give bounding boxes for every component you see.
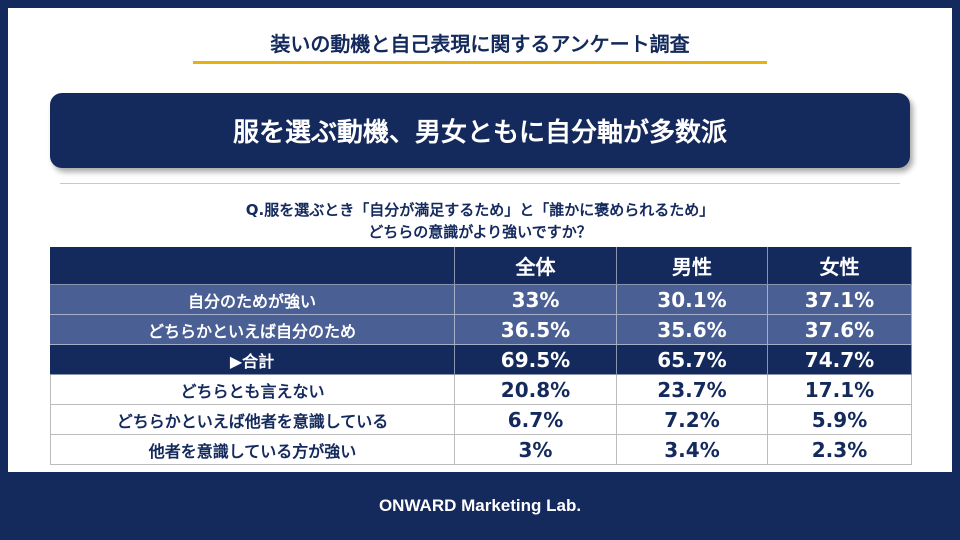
table-cell: 65.7%: [617, 345, 768, 375]
row-label: ▶合計: [50, 345, 455, 375]
table-cell: 3.4%: [617, 435, 768, 465]
question-line: Q.服を選ぶとき「自分が満足するため」と「誰かに褒められるため」: [245, 201, 715, 219]
row-label: 自分のためが強い: [50, 285, 455, 315]
header-cell: [50, 247, 455, 285]
row-label: 他者を意識している方が強い: [50, 435, 455, 465]
question-line: どちらの意識がより強いですか？: [368, 223, 592, 241]
table-cell: 69.5%: [455, 345, 617, 375]
table-cell: 33%: [455, 285, 617, 315]
table-cell: 17.1%: [768, 375, 912, 405]
row-label: どちらかといえば他者を意識している: [50, 405, 455, 435]
column-header: 男性: [617, 247, 768, 285]
table-cell: 20.8%: [455, 375, 617, 405]
table-cell: 36.5%: [455, 315, 617, 345]
title: 装いの動機と自己表現に関するアンケート調査: [270, 32, 690, 56]
table-cell: 37.6%: [768, 315, 912, 345]
table-cell: 23.7%: [617, 375, 768, 405]
separator: [60, 183, 900, 184]
table-cell: 2.3%: [768, 435, 912, 465]
table-cell: 6.7%: [455, 405, 617, 435]
table-cell: 37.1%: [768, 285, 912, 315]
title-underline: [193, 61, 767, 64]
table-cell: 3%: [455, 435, 617, 465]
column-header: 全体: [455, 247, 617, 285]
banner: 服を選ぶ動機、男女ともに自分軸が多数派: [50, 93, 910, 168]
table-cell: 74.7%: [768, 345, 912, 375]
row-label: どちらかといえば自分のため: [50, 315, 455, 345]
table-cell: 30.1%: [617, 285, 768, 315]
table-cell: 5.9%: [768, 405, 912, 435]
row-label: どちらとも言えない: [50, 375, 455, 405]
column-header: 女性: [768, 247, 912, 285]
footer: ONWARD Marketing Lab.: [378, 496, 582, 515]
table-cell: 35.6%: [617, 315, 768, 345]
table-cell: 7.2%: [617, 405, 768, 435]
